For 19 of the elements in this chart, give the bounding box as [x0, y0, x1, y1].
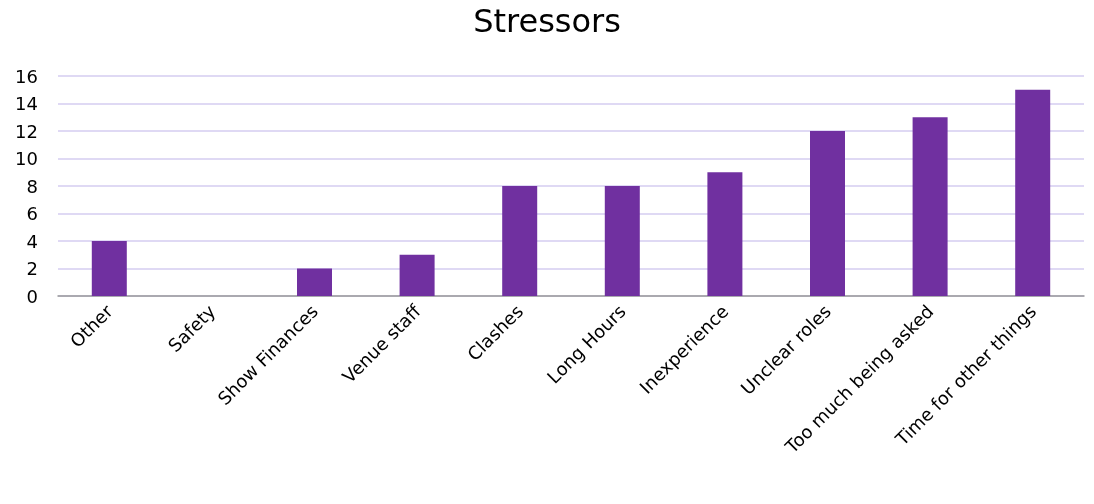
bar — [912, 117, 948, 296]
bar — [502, 186, 538, 296]
bar — [810, 131, 845, 296]
y-tick-label: 16 — [15, 65, 38, 87]
y-tick-label: 8 — [26, 175, 38, 197]
y-tick-label: 12 — [15, 120, 38, 142]
y-tick-label: 6 — [26, 203, 38, 224]
bar — [399, 254, 435, 296]
y-tick-label: 4 — [26, 230, 38, 252]
bar — [707, 172, 743, 296]
bar — [604, 186, 640, 296]
y-tick-label: 2 — [26, 258, 38, 279]
bar — [297, 268, 332, 296]
bar — [1015, 89, 1051, 296]
y-tick-label: 10 — [15, 148, 38, 169]
bar — [91, 241, 127, 296]
chart-title: Stressors — [473, 2, 621, 40]
y-tick-label: 0 — [26, 285, 38, 307]
y-tick-label: 14 — [15, 93, 38, 114]
